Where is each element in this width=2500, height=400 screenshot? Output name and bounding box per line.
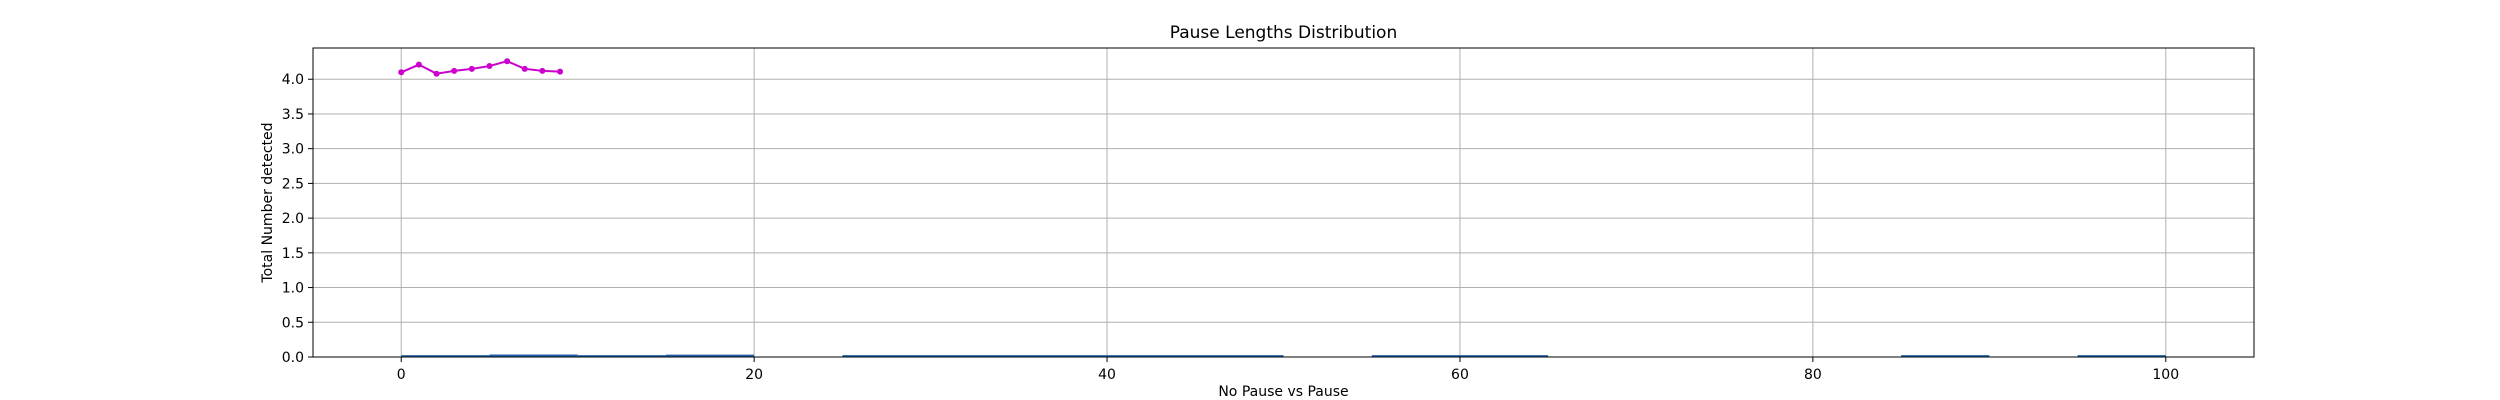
y-tick-label: 3.5 (282, 107, 304, 123)
x-axis-label: No Pause vs Pause (1218, 384, 1348, 400)
series-point (415, 61, 422, 68)
plot-frame (312, 47, 2255, 358)
y-tick-label: 1.5 (282, 246, 304, 262)
series-line (400, 60, 561, 75)
series-point (557, 68, 564, 75)
y-tick-label: 3.0 (282, 142, 304, 158)
plot-series (398, 58, 2166, 358)
y-tick-label: 1.0 (282, 281, 304, 297)
y-tick-label: 4.0 (282, 72, 304, 88)
series-point (486, 63, 493, 70)
y-tick-label: 2.0 (282, 211, 304, 227)
grid-lines (313, 48, 2254, 358)
x-tick-label: 60 (1451, 367, 1469, 383)
chart-title: Pause Lengths Distribution (1170, 23, 1397, 43)
x-tick-label: 100 (2152, 367, 2179, 383)
series-point (451, 67, 458, 74)
y-axis-label: Total Number detected (260, 122, 276, 283)
axis-ticks: 0 20 40 60 80 100 0.0 0.5 1.0 1.5 2.0 2.5 3.0 3.5 4.0 (282, 72, 2179, 383)
x-tick-label: 40 (1098, 367, 1116, 383)
x-tick-label: 0 (397, 367, 406, 383)
series-point (521, 65, 528, 72)
y-tick-label: 0.5 (282, 315, 304, 331)
series-point (539, 67, 546, 74)
series-point (468, 65, 475, 72)
y-tick-label: 0.0 (282, 350, 304, 366)
y-tick-label: 2.5 (282, 176, 304, 192)
x-tick-label: 20 (745, 367, 763, 383)
x-tick-label: 80 (1804, 367, 1822, 383)
series-point (504, 58, 511, 65)
series-point (433, 70, 440, 77)
series-point (398, 69, 405, 76)
